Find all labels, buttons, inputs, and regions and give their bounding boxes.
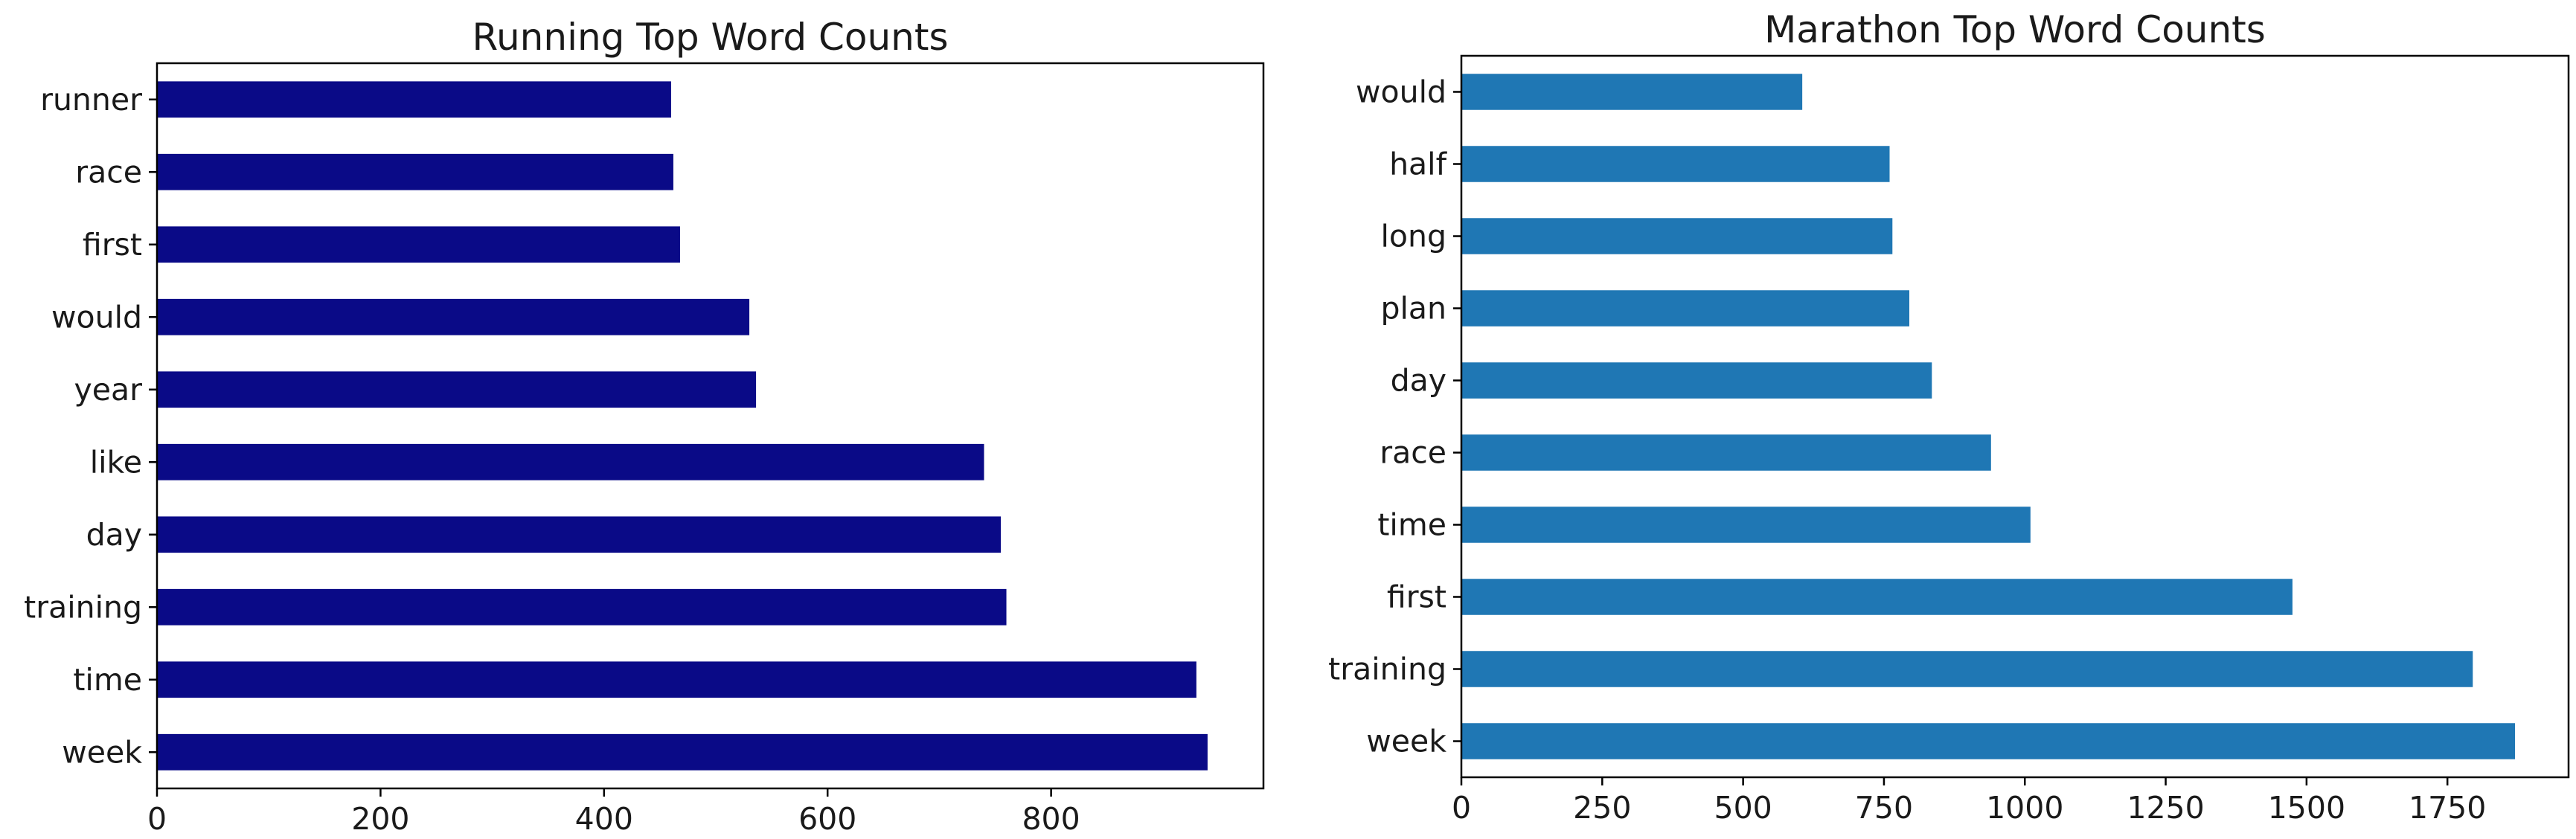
running-x-tick-label: 400: [575, 801, 633, 837]
running-chart-title: Running Top Word Counts: [472, 16, 949, 59]
marathon-y-axis: would half long plan day race time first trainin…: [1328, 74, 1461, 759]
running-y-tick-label: like: [90, 444, 142, 480]
running-y-tick-label: year: [74, 372, 143, 408]
running-bar-time: [157, 661, 1196, 698]
marathon-bar-race: [1461, 434, 1991, 471]
marathon-y-tick-label: long: [1381, 219, 1447, 254]
marathon-bar-day: [1461, 362, 1932, 399]
marathon-x-axis: 0 250 500 750 1000 1250 1500 1750: [1452, 777, 2486, 826]
marathon-x-tick-label: 1000: [1986, 790, 2063, 826]
running-bar-like: [157, 443, 984, 480]
running-y-tick-label: would: [51, 299, 142, 335]
running-x-tick-label: 600: [798, 801, 856, 837]
marathon-y-tick-label: race: [1380, 435, 1446, 471]
marathon-chart-title: Marathon Top Word Counts: [1764, 8, 2266, 51]
marathon-y-tick-label: first: [1387, 579, 1446, 615]
marathon-x-tick-label: 1500: [2268, 790, 2345, 826]
running-y-axis: runner race first would year like day training t…: [24, 82, 157, 770]
marathon-bar-time: [1461, 507, 2031, 543]
marathon-y-tick-label: would: [1356, 74, 1446, 110]
running-bar-day: [157, 516, 1002, 553]
marathon-y-tick-label: half: [1389, 147, 1448, 182]
running-bar-runner: [157, 81, 671, 118]
marathon-y-tick-label: day: [1391, 363, 1446, 399]
marathon-bar-would: [1461, 74, 1803, 110]
marathon-x-tick-label: 0: [1452, 790, 1471, 826]
running-y-tick-label: race: [75, 154, 142, 190]
running-y-tick-label: training: [24, 589, 142, 625]
running-bar-week: [157, 733, 1208, 771]
marathon-bar-week: [1461, 723, 2516, 759]
running-plot-frame: [156, 62, 1265, 790]
running-bar-would: [157, 298, 750, 335]
running-y-tick-label: time: [73, 662, 142, 698]
running-x-tick-label: 800: [1022, 801, 1080, 837]
marathon-bar-half: [1461, 146, 1890, 182]
marathon-y-tick-label: training: [1328, 652, 1446, 687]
running-x-tick-label: 0: [147, 801, 167, 837]
running-x-axis: 0 200 400 600 800: [147, 788, 1080, 837]
marathon-plot-frame: [1460, 54, 2570, 779]
running-bar-training: [157, 588, 1007, 626]
marathon-bar-long: [1461, 218, 1893, 254]
marathon-bar-plan: [1461, 290, 1910, 327]
running-bar-year: [157, 371, 757, 408]
marathon-y-tick-label: week: [1366, 724, 1446, 759]
marathon-bar-first: [1461, 579, 2293, 615]
marathon-chart: Marathon Top Word Counts would half long pl…: [1328, 8, 2570, 826]
marathon-x-tick-label: 1250: [2127, 790, 2204, 826]
marathon-bar-training: [1461, 651, 2473, 687]
running-x-tick-label: 200: [351, 801, 409, 837]
running-y-tick-label: day: [86, 517, 142, 553]
marathon-bars: [1461, 74, 2516, 759]
running-bars: [157, 81, 1208, 771]
running-y-tick-label: week: [62, 734, 142, 770]
running-bar-first: [157, 226, 680, 263]
running-y-tick-label: first: [83, 227, 142, 263]
running-bar-race: [157, 153, 673, 190]
running-chart: Running Top Word Counts runner race first w…: [24, 16, 1265, 837]
marathon-x-tick-label: 250: [1573, 790, 1631, 826]
marathon-x-tick-label: 500: [1714, 790, 1772, 826]
marathon-y-tick-label: time: [1377, 507, 1446, 543]
marathon-x-tick-label: 1750: [2409, 790, 2486, 826]
marathon-x-tick-label: 750: [1855, 790, 1913, 826]
marathon-y-tick-label: plan: [1380, 291, 1446, 327]
running-y-tick-label: runner: [40, 82, 142, 118]
